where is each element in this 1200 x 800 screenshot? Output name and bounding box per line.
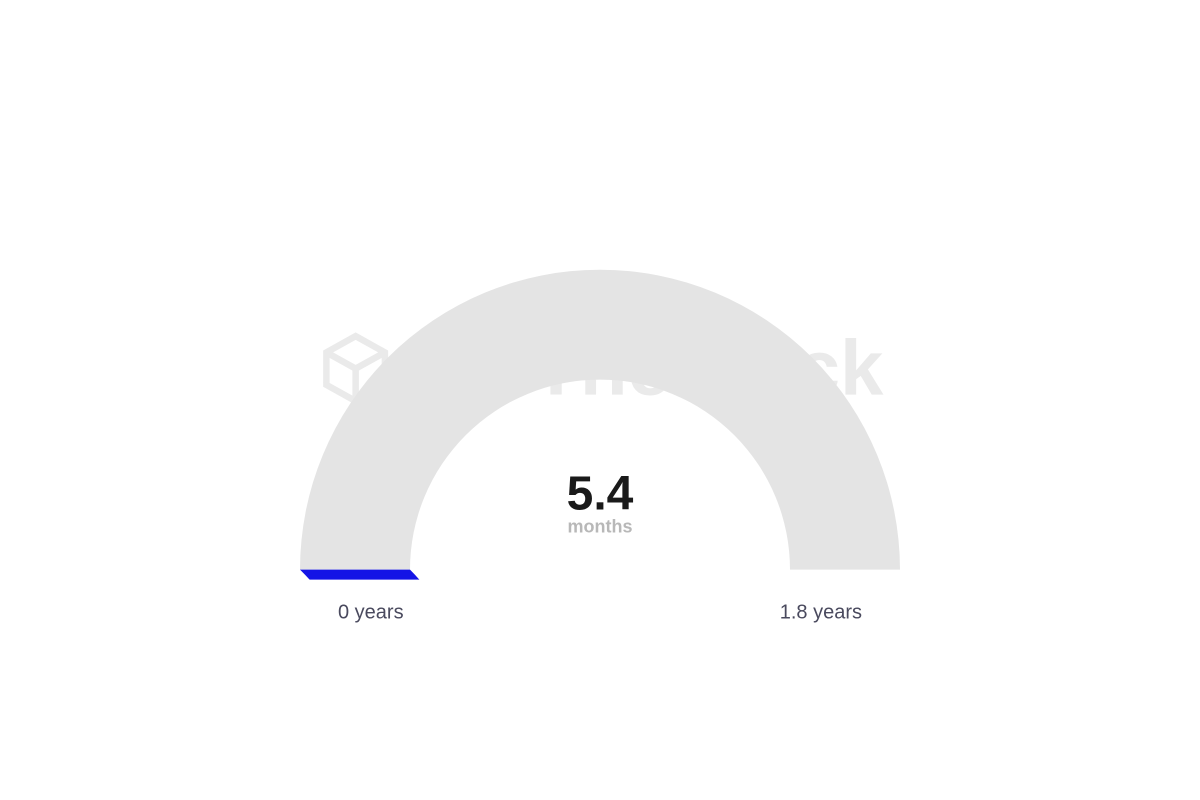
gauge-min-label: 0 years (338, 602, 404, 625)
gauge-max-label: 1.8 years (780, 602, 862, 625)
gauge-chart: 5.4 months 0 years 1.8 years (280, 250, 920, 626)
gauge-center-readout: 5.4 months (567, 471, 634, 538)
gauge-value: 5.4 (567, 471, 634, 519)
gauge-unit: months (567, 517, 634, 538)
